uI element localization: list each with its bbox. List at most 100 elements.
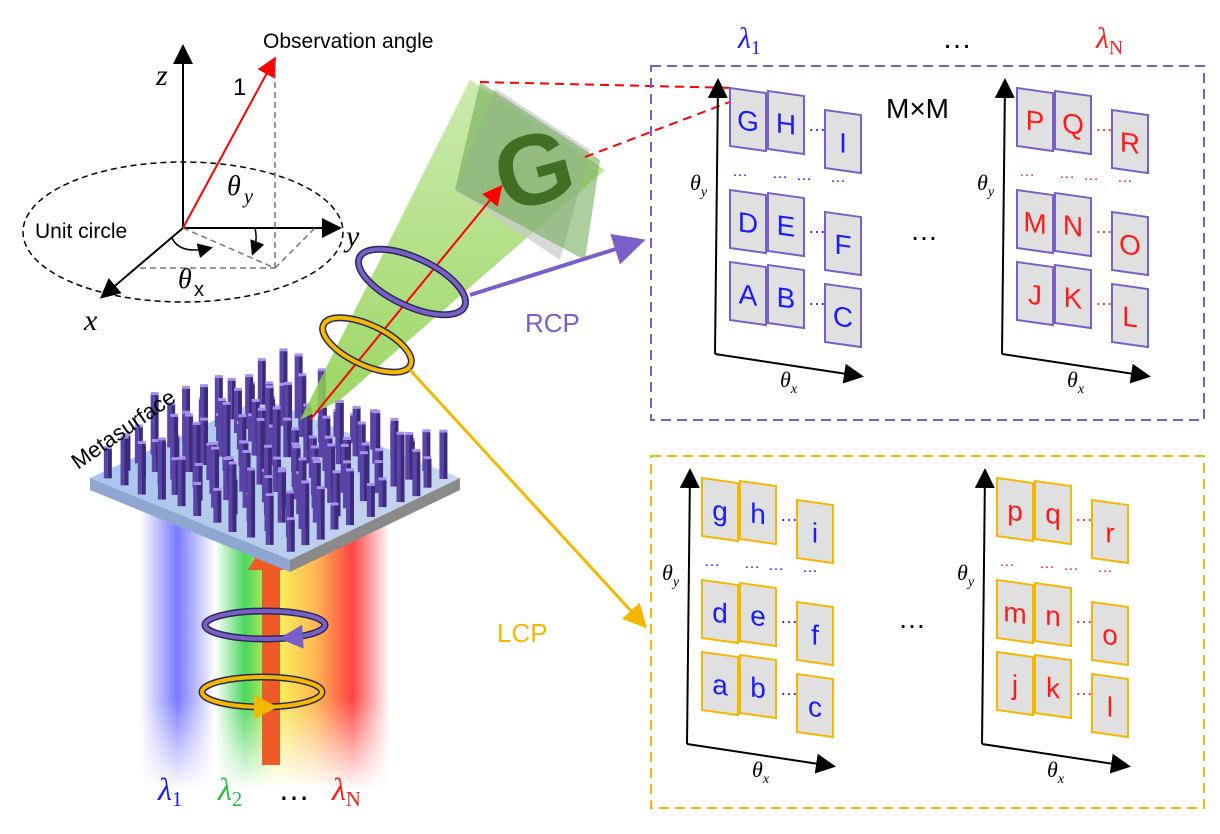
nanopillar	[170, 413, 179, 480]
ellipsis-dots: …	[780, 679, 798, 699]
theta-x-axis	[714, 353, 864, 384]
tile-letter: K	[1064, 281, 1083, 315]
coordinate-system	[22, 44, 344, 303]
tile-letter: G	[737, 104, 759, 138]
theta-y-label: θy	[957, 560, 975, 590]
tile-letter: g	[712, 495, 728, 528]
rcp-arrow	[469, 233, 646, 297]
letter-tile: b	[739, 653, 777, 720]
nanopillar	[283, 417, 292, 458]
tile-letter: n	[1045, 600, 1061, 633]
theta-y-axis	[974, 468, 995, 745]
ellipsis-dots: …	[1075, 505, 1093, 525]
letter-tile: J	[1016, 260, 1054, 327]
theta-y-axis	[707, 78, 728, 355]
tile-letter: p	[1007, 495, 1023, 528]
tile-letter: J	[1028, 279, 1042, 312]
nanopillar	[157, 437, 166, 500]
ellipsis-dots: …	[808, 217, 826, 237]
matrix-size-label: M×M	[886, 93, 949, 124]
letter-tile: m	[996, 578, 1034, 645]
nanopillar	[120, 435, 129, 486]
tile-letter: m	[1003, 596, 1026, 630]
nanopillar	[422, 429, 431, 471]
tile-letter: F	[834, 228, 851, 261]
tile-letter: A	[739, 278, 758, 312]
nanopillar	[177, 456, 186, 507]
theta-x-label: θx	[1067, 367, 1085, 397]
letter-tile: Q	[1054, 89, 1092, 156]
ellipsis-dots: …	[1075, 607, 1093, 627]
nanopillar	[222, 401, 231, 471]
wavelength-label: …	[942, 22, 972, 55]
output-rcp-ring-icon	[354, 245, 470, 319]
ellipsis-dots: …	[772, 165, 788, 182]
nanopillar	[366, 482, 375, 517]
tile-letter: b	[750, 672, 766, 705]
theta-y-axis	[679, 468, 700, 745]
tile-letter: c	[808, 691, 822, 724]
tile-letter: r	[1105, 517, 1114, 549]
ellipsis-dots: …	[1019, 163, 1035, 180]
theta-x-label: θx	[780, 367, 798, 397]
nanopillar	[390, 418, 399, 487]
letter-tile: o	[1091, 600, 1129, 667]
theta-x-axis	[686, 743, 836, 774]
ellipsis-dots: …	[780, 607, 798, 627]
incident-rcp-ring-icon	[201, 607, 329, 649]
ellipsis-dots: …	[780, 505, 798, 525]
projection-line	[479, 81, 736, 89]
letter-tile: q	[1034, 479, 1072, 546]
letter-tile: h	[739, 479, 777, 546]
wavelength-label: λ1	[737, 22, 761, 59]
nanopillar	[256, 417, 265, 485]
tile-letter: B	[777, 281, 796, 314]
letter-tile: P	[1016, 86, 1054, 153]
nanopillar	[193, 481, 202, 517]
ellipsis-dots: …	[744, 555, 760, 572]
letter-tile: A	[729, 260, 767, 327]
tile-letter: R	[1120, 126, 1140, 160]
nanopillar	[284, 381, 293, 441]
letter-tile: N	[1054, 191, 1092, 258]
ellipsis-dots: …	[802, 559, 818, 576]
ellipsis-dots: …	[1117, 169, 1133, 186]
tile-letter: f	[811, 619, 819, 651]
letter-tile: j	[996, 650, 1034, 717]
nanopillar	[257, 358, 266, 405]
nanopillar	[192, 421, 201, 488]
ellipsis-dots: …	[1097, 559, 1113, 576]
ellipsis-dots: …	[1075, 679, 1093, 699]
tile-letter: E	[777, 209, 796, 242]
nanopillar	[396, 431, 405, 503]
letter-tile: I	[824, 108, 862, 175]
tile-letter: I	[839, 127, 847, 159]
nanopillar	[378, 477, 387, 508]
letter-tile: k	[1034, 653, 1072, 720]
nanopillar	[405, 432, 414, 480]
svg-text:y: y	[242, 186, 253, 208]
letter-tile: G	[729, 86, 767, 153]
incident-lcp-ring-icon	[198, 673, 326, 719]
rcp-hologram-box	[650, 65, 1205, 421]
unit-circle-label: Unit circle	[35, 220, 127, 243]
ellipsis-dots: …	[999, 553, 1015, 570]
nanopillar	[277, 469, 286, 523]
letter-tile: C	[824, 282, 862, 349]
tile-letter: l	[1107, 691, 1113, 723]
y-axis-label: y	[343, 220, 360, 253]
projection-line	[584, 99, 736, 158]
tile-letter: e	[750, 600, 766, 633]
nanopillar	[439, 429, 448, 479]
nanopillar	[233, 387, 242, 434]
rcp-label: RCP	[525, 308, 580, 338]
nanopillar	[247, 467, 256, 538]
ellipsis-dots: …	[1063, 557, 1079, 574]
letter-tile: n	[1034, 581, 1072, 648]
letter-tile: L	[1111, 282, 1149, 349]
nanopillar	[185, 413, 194, 473]
nanopillar	[228, 461, 237, 533]
